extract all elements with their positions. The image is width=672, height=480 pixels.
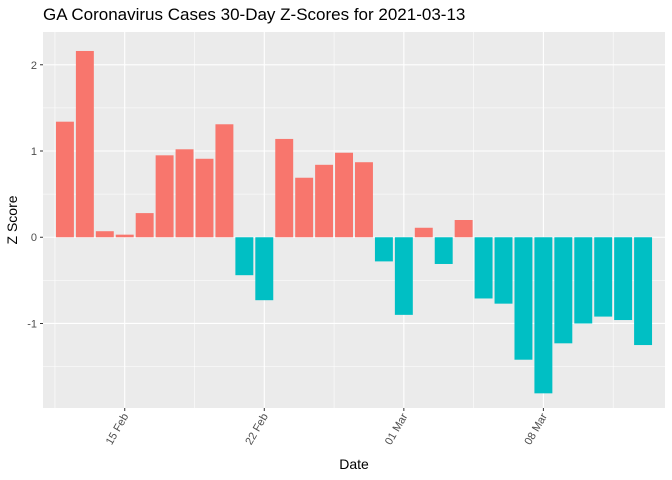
bar-2021-02-28 [374, 237, 393, 262]
bar-2021-03-10 [574, 237, 593, 324]
bar-2021-03-02 [414, 227, 433, 238]
bar-2021-03-13 [634, 237, 653, 346]
bar-2021-02-13 [75, 50, 94, 238]
bar-2021-02-24 [295, 177, 314, 238]
bar-2021-03-03 [434, 237, 453, 264]
y-tick-label: 1 [31, 146, 37, 158]
bar-2021-02-22 [255, 237, 274, 301]
bar-2021-02-14 [95, 231, 114, 238]
bar-2021-02-12 [55, 121, 74, 238]
y-tick-label: 0 [31, 232, 37, 244]
bar-2021-02-16 [135, 213, 154, 238]
bar-2021-03-06 [494, 237, 513, 304]
x-tick-label: 01 Mar [383, 411, 411, 447]
bar-2021-03-11 [594, 237, 613, 317]
y-tick-label: -1 [27, 318, 37, 330]
bar-2021-03-07 [514, 237, 533, 360]
bar-2021-02-19 [195, 158, 214, 238]
bar-2021-02-20 [215, 124, 234, 238]
y-tick-label: 2 [31, 60, 37, 72]
x-axis-title: Date [339, 456, 369, 472]
bar-2021-02-25 [315, 164, 334, 238]
x-tick-label: 15 Feb [104, 412, 132, 448]
bar-2021-02-15 [115, 234, 134, 238]
bar-2021-03-12 [614, 237, 633, 321]
bar-2021-03-05 [474, 237, 493, 299]
bar-2021-02-27 [354, 162, 373, 238]
x-axis: 15 Feb 22 Feb 01 Mar 08 Mar [104, 408, 550, 447]
x-tick-label: 22 Feb [243, 412, 271, 448]
chart-title: GA Coronavirus Cases 30-Day Z-Scores for… [43, 5, 466, 24]
bar-2021-02-17 [155, 155, 174, 238]
bars [55, 50, 653, 394]
bar-2021-03-01 [394, 237, 413, 315]
bar-2021-02-26 [335, 152, 354, 238]
bar-2021-03-08 [534, 237, 553, 394]
bar-2021-03-04 [454, 220, 473, 238]
y-axis: -1 0 1 2 [27, 60, 43, 330]
bar-2021-02-21 [235, 237, 254, 276]
x-tick-label: 08 Mar [522, 411, 550, 447]
bar-2021-02-23 [275, 138, 294, 238]
y-axis-title: Z Score [4, 195, 20, 244]
bar-2021-03-09 [554, 237, 573, 344]
bar-2021-02-18 [175, 149, 194, 238]
